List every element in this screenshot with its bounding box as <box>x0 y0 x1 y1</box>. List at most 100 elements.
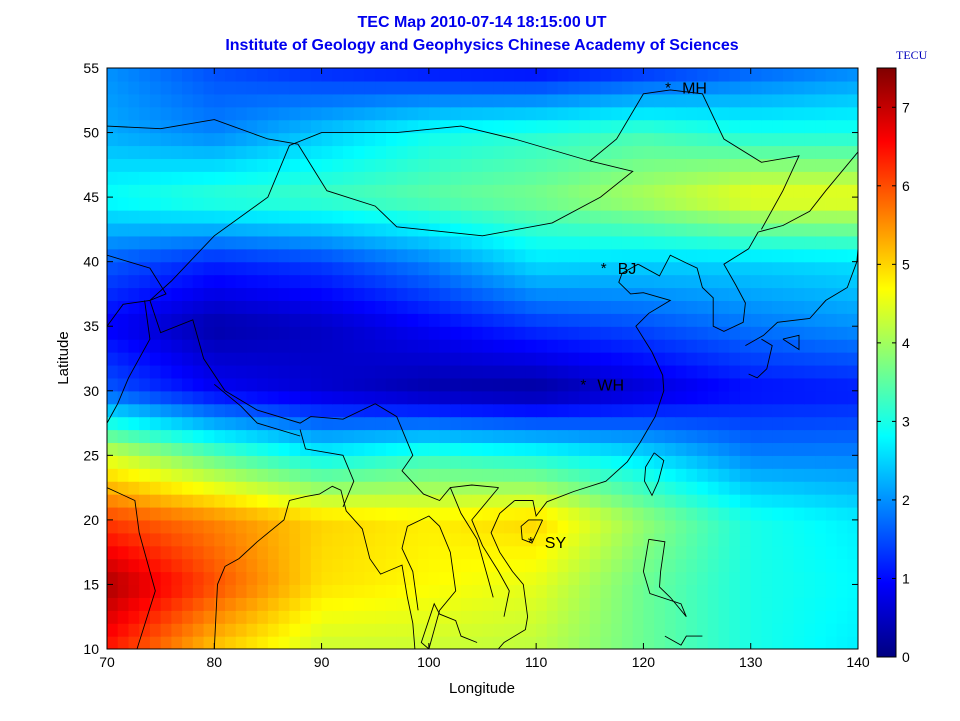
heatmap-cell <box>235 287 248 301</box>
heatmap-cell <box>815 261 827 276</box>
heatmap-cell <box>482 377 494 392</box>
heatmap-cell <box>225 132 237 147</box>
heatmap-cell <box>793 584 805 598</box>
heatmap-cell <box>128 300 140 314</box>
heatmap-cell <box>407 300 419 314</box>
heatmap-cell <box>246 506 258 521</box>
heatmap-cell <box>418 545 430 560</box>
heatmap-cell <box>257 274 269 289</box>
heatmap-cell <box>815 403 827 418</box>
heatmap-cell <box>450 197 462 211</box>
heatmap-cell <box>171 623 183 637</box>
heatmap-cell <box>686 519 698 534</box>
heatmap-cell <box>385 429 398 444</box>
heatmap-cell <box>568 416 580 431</box>
heatmap-cell <box>503 184 516 198</box>
heatmap-cell <box>149 558 162 573</box>
heatmap-cell <box>493 171 505 185</box>
heatmap-cell <box>289 390 301 405</box>
heatmap-cell <box>815 364 827 379</box>
heatmap-cell <box>482 352 494 366</box>
heatmap-cell <box>739 636 752 649</box>
heatmap-cell <box>579 455 591 469</box>
heatmap-cell <box>461 597 473 611</box>
heatmap-cell <box>503 158 516 172</box>
heatmap-cell <box>654 429 666 444</box>
heatmap-cell <box>804 145 816 159</box>
heatmap-cell <box>235 571 248 586</box>
heatmap-cell <box>654 210 666 224</box>
heatmap-cell <box>246 558 258 573</box>
heatmap-cell <box>235 416 248 431</box>
heatmap-cell <box>171 210 183 224</box>
heatmap-cell <box>117 80 130 95</box>
heatmap-cell <box>600 610 612 624</box>
heatmap-cell <box>364 93 376 108</box>
heatmap-cell <box>804 339 816 353</box>
heatmap-cell <box>364 545 376 560</box>
heatmap-cell <box>246 326 258 340</box>
heatmap-cell <box>300 248 312 263</box>
heatmap-cell <box>203 80 215 95</box>
heatmap-cell <box>782 636 795 649</box>
heatmap-cell <box>375 545 387 560</box>
heatmap-cell <box>300 636 312 649</box>
heatmap-cell <box>772 222 784 237</box>
heatmap-cell <box>428 248 441 263</box>
heatmap-cell <box>847 326 858 340</box>
heatmap-cell <box>718 584 730 598</box>
heatmap-cell <box>214 339 226 353</box>
heatmap-cell <box>107 352 119 366</box>
heatmap-cell <box>793 80 805 95</box>
heatmap-cell <box>246 68 258 82</box>
heatmap-cell <box>353 119 366 134</box>
heatmap-cell <box>825 326 838 340</box>
heatmap-cell <box>353 416 366 431</box>
heatmap-cell <box>353 274 366 289</box>
heatmap-cell <box>514 119 527 134</box>
heatmap-cell <box>568 506 580 521</box>
heatmap-cell <box>643 158 655 172</box>
coastline-path <box>449 487 494 598</box>
heatmap-cell <box>611 287 623 301</box>
heatmap-cell <box>375 571 387 586</box>
heatmap-cell <box>300 468 312 482</box>
heatmap-cell <box>815 352 827 366</box>
heatmap-cell <box>149 222 162 237</box>
heatmap-cell <box>729 261 741 276</box>
heatmap-cell <box>364 197 376 211</box>
heatmap-cell <box>568 352 580 366</box>
heatmap-cell <box>332 145 344 159</box>
heatmap-cell <box>407 93 419 108</box>
heatmap-cell <box>267 532 280 547</box>
heatmap-cell <box>375 584 387 598</box>
heatmap-cell <box>772 390 784 405</box>
heatmap-cell <box>267 636 280 649</box>
heatmap-cell <box>396 184 408 198</box>
heatmap-cell <box>825 610 838 624</box>
heatmap-cell <box>428 145 441 159</box>
heatmap-cell <box>579 80 591 95</box>
heatmap-cell <box>450 403 462 418</box>
heatmap-cell <box>503 248 516 263</box>
heatmap-cell <box>450 519 462 534</box>
heatmap-cell <box>482 119 494 134</box>
heatmap-cell <box>761 326 773 340</box>
heatmap-cell <box>772 364 784 379</box>
heatmap-cell <box>192 132 205 147</box>
heatmap-cell <box>461 210 473 224</box>
heatmap-cell <box>300 416 312 431</box>
heatmap-cell <box>385 145 398 159</box>
heatmap-cell <box>225 339 237 353</box>
heatmap-cell <box>632 145 645 159</box>
heatmap-cell <box>804 158 816 172</box>
heatmap-cell <box>654 222 666 237</box>
heatmap-cell <box>182 287 194 301</box>
heatmap-cell <box>632 261 645 276</box>
heatmap-cell <box>847 222 858 237</box>
heatmap-cell <box>289 364 301 379</box>
heatmap-cell <box>407 377 419 392</box>
heatmap-cell <box>611 300 623 314</box>
heatmap-cell <box>815 481 827 495</box>
heatmap-cell <box>525 261 537 276</box>
